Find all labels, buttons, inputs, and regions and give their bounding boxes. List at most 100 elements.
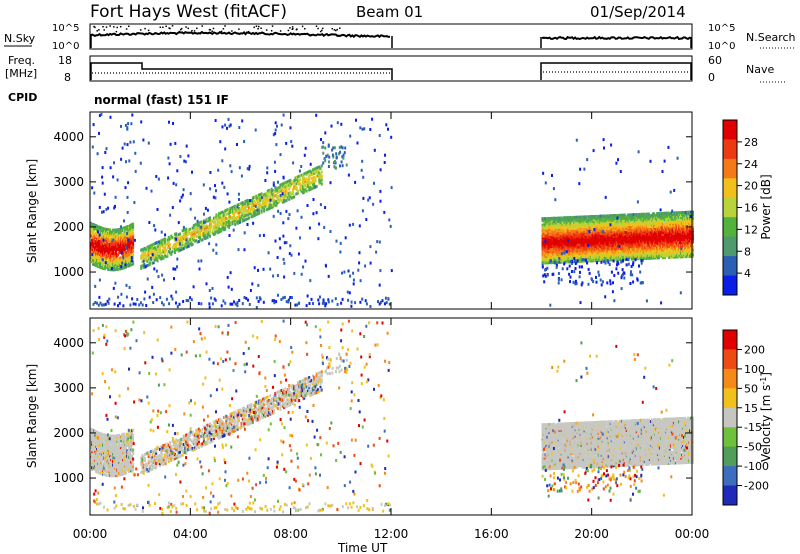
scatter-cell	[269, 267, 272, 271]
scatter-cell	[107, 249, 110, 253]
scatter-cell	[132, 224, 135, 228]
scatter-cell	[256, 200, 259, 204]
scatter-cell	[240, 205, 243, 209]
scatter-cell	[282, 257, 285, 261]
scatter-cell	[298, 174, 301, 178]
scatter-cell	[221, 159, 224, 163]
scatter-cell	[269, 204, 272, 208]
scatter-cell	[315, 174, 318, 178]
scatter-cell	[105, 227, 107, 231]
scatter-cell	[216, 223, 219, 227]
scatter-cell	[216, 231, 219, 235]
scatter-cell	[120, 265, 123, 269]
scatter-cell	[159, 246, 161, 249]
scatter-cell	[651, 237, 654, 241]
scatter-cell	[185, 299, 188, 302]
scatter-cell	[305, 185, 308, 189]
scatter-cell	[105, 235, 107, 238]
scatter-cell	[278, 198, 281, 202]
scatter-cell	[195, 231, 198, 234]
scatter-cell	[214, 224, 217, 228]
scatter-cell	[112, 286, 115, 290]
scatter-cell	[317, 166, 319, 169]
scatter-cell	[209, 218, 212, 222]
scatter-cell	[561, 224, 564, 228]
scatter-cell	[555, 245, 558, 249]
scatter-cell	[121, 229, 124, 232]
scatter-cell	[204, 231, 207, 234]
scatter-cell	[262, 300, 265, 304]
scatter-cell	[140, 254, 143, 258]
scatter-cell	[157, 244, 160, 248]
scatter-cell	[225, 212, 228, 216]
scatter-cell	[299, 236, 301, 240]
scatter-cell	[196, 234, 199, 238]
scatter-cell	[279, 185, 282, 189]
scatter-cell	[219, 211, 222, 215]
nsearch-dot	[209, 29, 212, 31]
scatter-cell	[643, 212, 646, 216]
scatter-cell	[108, 297, 111, 301]
scatter-cell	[187, 299, 190, 303]
scatter-cell	[281, 182, 284, 186]
scatter-cell	[586, 250, 589, 253]
scatter-cell	[150, 250, 153, 254]
scatter-cell	[275, 195, 278, 199]
scatter-cell	[288, 193, 291, 197]
scatter-cell	[104, 242, 106, 245]
scatter-cell	[586, 256, 589, 260]
scatter-cell	[175, 248, 178, 252]
scatter-cell	[233, 207, 235, 211]
scatter-cell	[246, 198, 249, 202]
scatter-cell	[125, 283, 128, 287]
scatter-cell	[324, 206, 327, 209]
scatter-cell	[161, 254, 164, 258]
scatter-cell	[134, 302, 137, 306]
scatter-cell	[241, 203, 244, 207]
scatter-cell	[105, 233, 107, 237]
scatter-cell	[222, 218, 225, 222]
scatter-cell	[343, 151, 346, 155]
scatter-cell	[110, 266, 113, 270]
scatter-cell	[279, 189, 282, 193]
scatter-cell	[273, 190, 276, 194]
scatter-cell	[252, 221, 255, 225]
scatter-cell	[147, 257, 150, 261]
scatter-cell	[591, 224, 594, 228]
scatter-cell	[546, 251, 549, 255]
scatter-cell	[541, 233, 544, 237]
scatter-cell	[653, 231, 656, 235]
scatter-cell	[270, 187, 273, 191]
scatter-cell	[383, 161, 386, 164]
scatter-cell	[246, 202, 249, 206]
scatter-cell	[629, 249, 632, 253]
scatter-cell	[556, 237, 559, 241]
scatter-cell	[217, 214, 220, 218]
scatter-cell	[310, 297, 313, 301]
scatter-cell	[230, 287, 233, 291]
scatter-cell	[157, 177, 160, 181]
scatter-cell	[291, 196, 294, 199]
scatter-cell	[230, 216, 233, 220]
scatter-cell	[320, 182, 323, 186]
scatter-cell	[156, 241, 159, 245]
scatter-cell	[159, 248, 161, 251]
scatter-cell	[277, 180, 279, 184]
scatter-cell	[275, 143, 278, 147]
scatter-cell	[294, 178, 297, 182]
scatter-cell	[639, 255, 642, 259]
nsearch-dot	[105, 26, 108, 28]
scatter-cell	[257, 283, 260, 287]
scatter-cell	[206, 219, 209, 223]
scatter-cell	[616, 228, 619, 232]
scatter-cell	[146, 264, 149, 267]
scatter-cell	[288, 213, 291, 216]
scatter-cell	[108, 235, 111, 239]
scatter-cell	[318, 179, 321, 183]
scatter-cell	[152, 255, 155, 258]
scatter-cell	[235, 210, 238, 214]
scatter-cell	[217, 168, 220, 172]
scatter-cell	[643, 253, 646, 257]
scatter-cell	[326, 153, 329, 157]
scatter-cell	[597, 254, 600, 258]
